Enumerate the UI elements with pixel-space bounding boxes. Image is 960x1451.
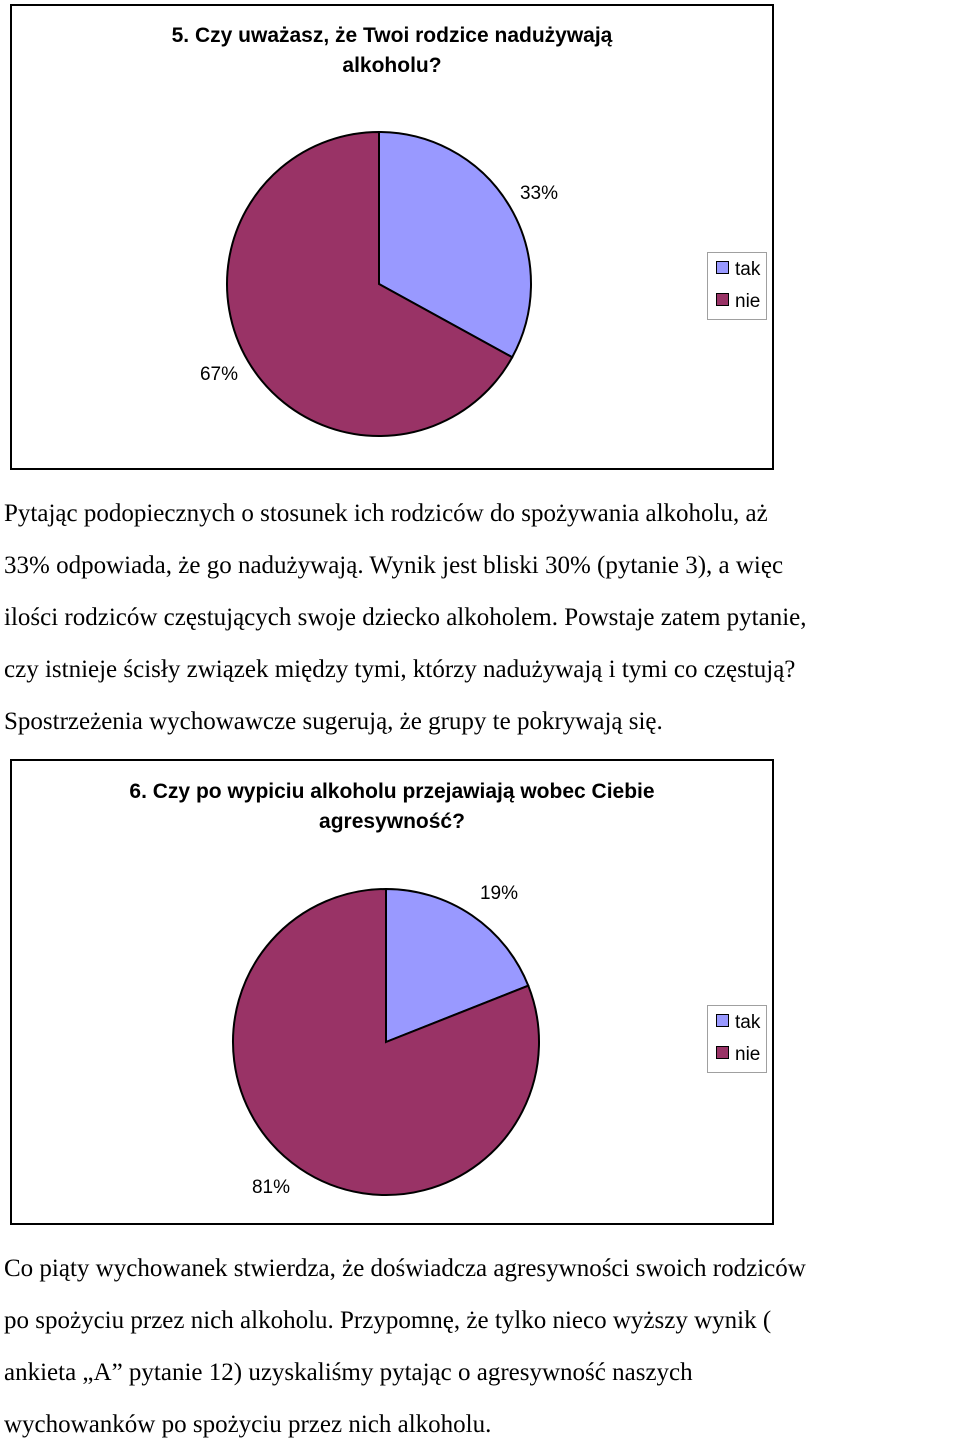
legend-label: tak	[735, 259, 761, 280]
paragraph-2: Co piąty wychowanek stwierdza, że doświa…	[4, 1243, 960, 1451]
chart-title-line: agresywność?	[319, 810, 465, 833]
paragraph-line: Co piąty wychowanek stwierdza, że doświa…	[4, 1255, 806, 1282]
slice-label-nie: 67%	[200, 364, 238, 385]
legend-label: nie	[735, 1044, 761, 1065]
pie-slice-tak	[385, 887, 530, 1044]
paragraph-line: Pytając podopiecznych o stosunek ich rod…	[4, 500, 768, 527]
legend-label: tak	[735, 1012, 761, 1033]
chart-legend: tak nie	[707, 1005, 767, 1073]
paragraph-line: 33% odpowiada, że go nadużywają. Wynik j…	[4, 552, 784, 579]
legend-label: nie	[735, 291, 761, 312]
pie-slice-tak	[378, 130, 532, 359]
pie-slice-nie	[226, 130, 514, 437]
slice-label-tak: 33%	[520, 183, 558, 204]
legend-item-tak: tak	[716, 259, 760, 281]
chart-title-line: 6. Czy po wypiciu alkoholu przejawiają w…	[129, 780, 655, 803]
legend-item-tak: tak	[716, 1012, 760, 1034]
legend-swatch-tak	[716, 1014, 729, 1028]
chart-title-line: 5. Czy uważasz, że Twoi rodzice nadużywa…	[171, 24, 613, 47]
pie-slice-nie	[232, 887, 540, 1196]
paragraph-line: czy istnieje ścisły związek między tymi,…	[4, 656, 796, 683]
legend-swatch-nie	[716, 1046, 729, 1060]
paragraph-line: po spożyciu przez nich alkoholu. Przypom…	[4, 1307, 772, 1334]
chart-1: 5. Czy uważasz, że Twoi rodzice nadużywa…	[10, 4, 774, 470]
paragraph-line: ankieta „A” pytanie 12) uzyskaliśmy pyta…	[4, 1359, 693, 1386]
chart-2: 6. Czy po wypiciu alkoholu przejawiają w…	[10, 759, 774, 1225]
chart-title: 6. Czy po wypiciu alkoholu przejawiają w…	[12, 777, 772, 837]
legend-item-nie: nie	[716, 291, 760, 313]
chart-title-line: alkoholu?	[342, 54, 442, 77]
chart-title: 5. Czy uważasz, że Twoi rodzice nadużywa…	[12, 21, 772, 81]
pie-chart-2: 19% 81%	[232, 883, 540, 1198]
slice-label-nie: 81%	[252, 1177, 290, 1198]
paragraph-line: ilości rodziców częstujących swoje dziec…	[4, 604, 807, 631]
pie-chart-1: 33% 67%	[200, 130, 558, 437]
legend-item-nie: nie	[716, 1044, 760, 1066]
paragraph-line: Spostrzeżenia wychowawcze sugerują, że g…	[4, 708, 663, 735]
slice-label-tak: 19%	[480, 883, 518, 904]
chart-legend: tak nie	[707, 252, 767, 320]
legend-swatch-tak	[716, 261, 729, 275]
legend-swatch-nie	[716, 293, 729, 307]
paragraph-1: Pytając podopiecznych o stosunek ich rod…	[4, 488, 960, 748]
paragraph-line: wychowanków po spożyciu przez nich alkoh…	[4, 1411, 492, 1438]
